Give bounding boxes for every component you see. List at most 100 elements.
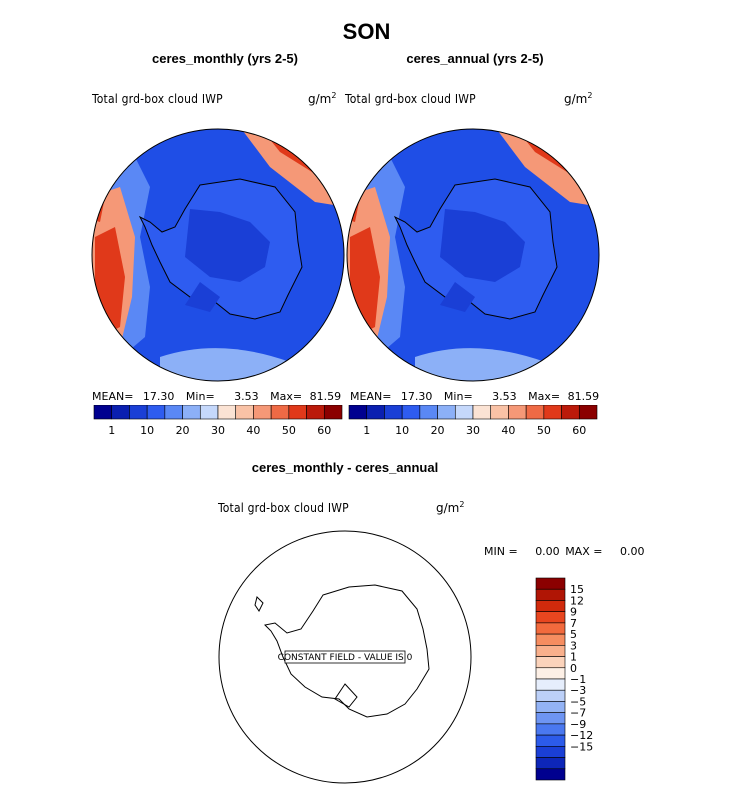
colorbar-tick-label: −15 [570, 740, 593, 753]
colorbar-tick-label: 10 [395, 424, 409, 437]
colorbar-tick-label: 7 [570, 617, 577, 630]
mean-label: MEAN= [350, 390, 392, 403]
colorbar-swatch [535, 768, 566, 781]
colorbar-swatch [535, 667, 566, 680]
colorbar-swatch [578, 405, 598, 420]
diff-variable-label: Total grd-box cloud IWP [218, 501, 349, 515]
colorbar-swatch [306, 405, 325, 420]
colorbar-swatch [384, 405, 403, 420]
panel-left-units-base: g/m [308, 92, 332, 106]
panel-right-units-exp: 2 [587, 91, 593, 100]
colorbar-tick-label: 20 [176, 424, 190, 437]
min-label: Min= [443, 390, 473, 403]
colorbar-tick-label: −12 [570, 729, 593, 742]
colorbar-tick-label: 30 [211, 424, 225, 437]
colorbar-tick-label: 50 [282, 424, 296, 437]
colorbar-tick-label: 60 [317, 424, 331, 437]
colorbar-swatch [253, 405, 272, 420]
antarctica-interior [185, 209, 270, 282]
colorbar-swatch [270, 405, 290, 420]
colorbar-swatch [146, 405, 166, 420]
colorbar-tick-label: 20 [431, 424, 445, 437]
diff-units-exp: 2 [459, 500, 465, 509]
panel-left-units-exp: 2 [331, 91, 337, 100]
panel-right-colorbar: 110203040506080 [348, 405, 598, 437]
panel-left-title: ceres_monthly (yrs 2-5) [152, 51, 298, 66]
colorbar-swatch [535, 622, 566, 635]
colorbar-tick-label: 1 [108, 424, 115, 437]
diff-title: ceres_monthly - ceres_annual [251, 460, 439, 475]
colorbar-swatch [535, 577, 566, 590]
panel-left-map [91, 128, 345, 382]
colorbar-swatch [535, 701, 566, 713]
diff-min-value: 0.00 [535, 545, 560, 558]
ross-sea [185, 282, 220, 312]
colorbar-swatch [401, 405, 421, 420]
diff-max-label: MAX = [565, 545, 603, 558]
colorbar-swatch [93, 405, 113, 420]
colorbar-swatch [535, 734, 566, 747]
colorbar-swatch [199, 405, 219, 420]
colorbar-swatch [129, 405, 148, 420]
colorbar-tick-label: 60 [572, 424, 586, 437]
antarctica-interior [440, 209, 525, 282]
colorbar-swatch [490, 405, 509, 420]
colorbar-swatch [535, 600, 566, 612]
colorbar-swatch [323, 405, 343, 420]
panel-right-units-base: g/m [564, 92, 588, 106]
colorbar-swatch [472, 405, 492, 420]
colorbar-swatch [182, 405, 201, 420]
diff-stats: MIN = 0.00 MAX = 0.00 [484, 545, 644, 558]
max-value: 81.59 [309, 390, 342, 403]
island-outline [254, 596, 264, 612]
mean-value: 17.30 [400, 390, 433, 403]
colorbar-swatch [288, 405, 307, 420]
colorbar-swatch [419, 405, 438, 420]
mean-label: MEAN= [92, 390, 134, 403]
colorbar-tick-label: 9 [570, 606, 577, 619]
min-value: 3.53 [234, 390, 259, 403]
colorbar-swatch [535, 746, 566, 758]
colorbar-tick-label: 12 [570, 594, 584, 607]
colorbar-swatch [508, 405, 527, 420]
colorbar-tick-label: 5 [570, 628, 577, 641]
colorbar-swatch [348, 405, 368, 420]
diff-units: g/m2 [436, 500, 464, 515]
min-value: 3.53 [492, 390, 517, 403]
colorbar-swatch [535, 757, 566, 770]
colorbar-swatch [454, 405, 474, 420]
colorbar-swatch [111, 405, 130, 420]
colorbar-swatch [535, 633, 566, 646]
colorbar-swatch [164, 405, 183, 420]
map-frame [91, 128, 345, 382]
panel-left-colorbar: 110203040506080 [93, 405, 343, 437]
colorbar-tick-label: −9 [570, 718, 586, 731]
colorbar-tick-label: −3 [570, 684, 586, 697]
panel-left-units: g/m2 [308, 91, 336, 106]
colorbar-swatch [535, 611, 566, 624]
colorbar-tick-label: 3 [570, 639, 577, 652]
constant-field-box [284, 650, 406, 664]
colorbar-swatch [535, 645, 566, 657]
ross-ice-shelf-outline [334, 683, 358, 708]
colorbar-tick-label: 10 [140, 424, 154, 437]
colorbar-tick-label: 50 [537, 424, 551, 437]
colorbar-swatch [535, 588, 566, 601]
panel-left-stats: MEAN= 17.30 Min= 3.53 Max= 81.59 [92, 390, 341, 403]
colorbar-swatch [535, 712, 566, 725]
colorbar-swatch [535, 656, 566, 669]
colorbar-swatch [437, 405, 456, 420]
colorbar-tick-label: 30 [466, 424, 480, 437]
colorbar-tick-label: −5 [570, 695, 586, 708]
colorbar-swatch [235, 405, 254, 420]
mean-value: 17.30 [142, 390, 175, 403]
ross-sea [440, 282, 475, 312]
min-label: Min= [185, 390, 215, 403]
max-value: 81.59 [567, 390, 600, 403]
constant-field-label: CONSTANT FIELD - VALUE IS 0 [278, 653, 413, 663]
figure-title: SON [342, 19, 391, 44]
colorbar-tick-label: 0 [570, 662, 577, 675]
colorbar-tick-label: 15 [570, 583, 584, 596]
max-label: Max= [270, 390, 303, 403]
